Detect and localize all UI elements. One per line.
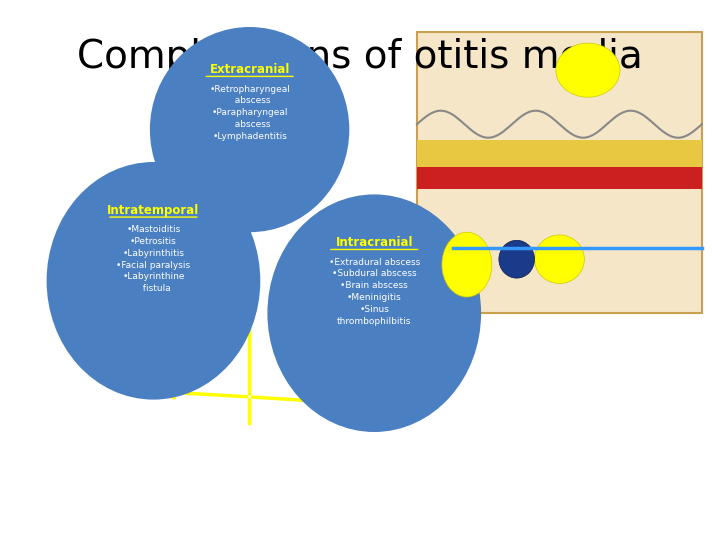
Ellipse shape [150, 27, 349, 232]
Ellipse shape [499, 240, 534, 278]
Bar [417, 167, 702, 189]
Ellipse shape [442, 232, 492, 297]
Text: •Retropharyngeal
  abscess
•Parapharyngeal
  abscess
•Lymphadentitis: •Retropharyngeal abscess •Parapharyngeal… [210, 84, 290, 141]
Text: •Mastoiditis
•Petrositis
•Labyrinthitis
•Facial paralysis
•Labyrinthine
  fistul: •Mastoiditis •Petrositis •Labyrinthitis … [117, 225, 191, 293]
Text: •Extradural abscess
•Subdural abscess
•Brain abscess
•Meninigitis
•Sinus
thrombo: •Extradural abscess •Subdural abscess •B… [328, 258, 420, 326]
Bar [417, 140, 702, 167]
Bar [417, 32, 702, 313]
Ellipse shape [534, 235, 585, 284]
Ellipse shape [556, 43, 620, 97]
Ellipse shape [267, 194, 481, 432]
Ellipse shape [47, 162, 261, 400]
Text: Intratemporal: Intratemporal [107, 204, 199, 217]
Text: Complications of otitis media: Complications of otitis media [77, 38, 643, 76]
Text: Intracranial: Intracranial [336, 236, 413, 249]
Text: Extracranial: Extracranial [210, 63, 289, 76]
